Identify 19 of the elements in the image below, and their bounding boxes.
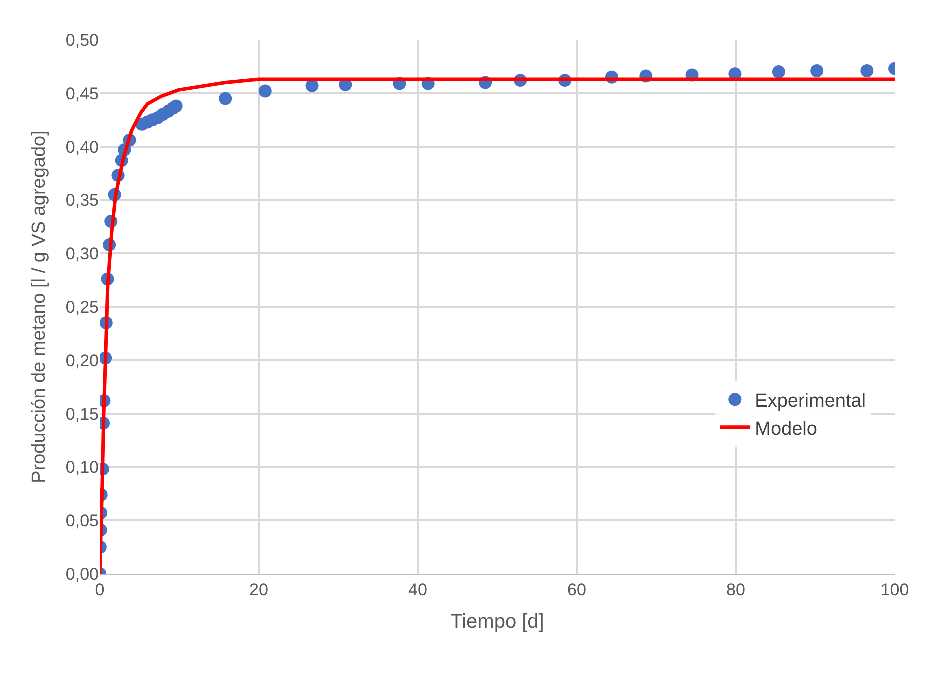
x-tick-label: 60 [568,580,586,600]
y-tick-label: 0,15 [66,404,99,424]
y-tick-label: 0,45 [66,84,99,104]
x-tick-label: 80 [726,580,746,600]
y-tick-label: 0,50 [66,30,99,50]
x-tick-label: 40 [408,580,428,600]
y-tick-label: 0,40 [66,138,99,157]
y-tick-label: 0,25 [66,298,99,317]
x-tick-label: 20 [250,580,268,600]
y-tick-label: 0,20 [66,351,99,370]
y-tick-label: 0,35 [66,191,99,210]
x-tick-label: 100 [880,580,910,600]
y-axis-title: Producción de metano [l / g VS agregado] [28,130,50,484]
y-tick-label: 0,10 [66,458,99,478]
y-tick-label: 0,05 [66,512,99,531]
y-tick-label: 0,30 [66,244,99,264]
x-axis-title: Tiempo [d] [450,610,544,633]
legend-label: Modelo [755,418,818,440]
legend-label: Experimental [755,391,866,412]
